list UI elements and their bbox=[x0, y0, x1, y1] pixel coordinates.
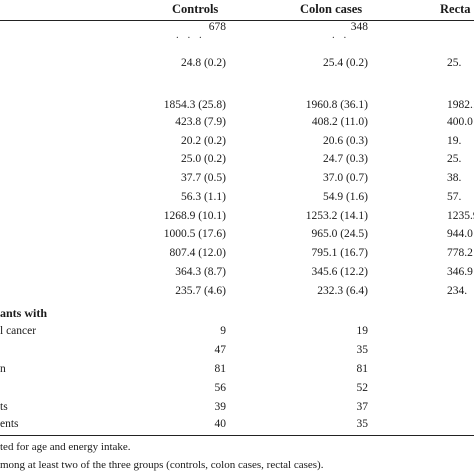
table-row: 1854.3 (25.8) 1960.8 (36.1) 1982.1 bbox=[0, 99, 474, 114]
cell-controls: 56.3 (1.1) bbox=[180, 191, 226, 203]
cell-controls: 807.4 (12.0) bbox=[169, 247, 226, 259]
cell-colon: 37 bbox=[356, 401, 369, 413]
table-row: 678 348 bbox=[0, 21, 474, 36]
cell-colon: 965.0 (24.5) bbox=[311, 228, 368, 240]
cell-colon: 37.0 (0.7) bbox=[322, 172, 368, 184]
cell-controls: 37.7 (0.5) bbox=[180, 172, 226, 184]
cell-colon: 795.1 (16.7) bbox=[311, 247, 368, 259]
cell-colon: 1960.8 (36.1) bbox=[305, 99, 368, 111]
cell-controls: 47 bbox=[214, 344, 227, 356]
cell-colon: 20.6 (0.3) bbox=[322, 135, 368, 147]
cell-rectal: 234. bbox=[447, 285, 468, 297]
cell-colon: 35 bbox=[356, 344, 369, 356]
cell-rectal: 400.0 bbox=[447, 116, 473, 128]
cell-colon: 25.4 (0.2) bbox=[322, 57, 368, 69]
row-label: ents bbox=[0, 418, 19, 430]
cell-rectal: 19. bbox=[447, 135, 462, 147]
cell-colon: 52 bbox=[356, 382, 369, 394]
cell-rectal: 25. bbox=[447, 57, 462, 69]
table-row: 24.8 (0.2) 25.4 (0.2) 25. bbox=[0, 57, 474, 72]
table-row: 1268.9 (10.1) 1253.2 (14.1) 1235.9 bbox=[0, 210, 474, 225]
table-row: 56 52 bbox=[0, 382, 474, 397]
table-row: 25.0 (0.2) 24.7 (0.3) 25. bbox=[0, 153, 474, 168]
cell-colon: 348 bbox=[350, 21, 368, 33]
table-bottom-rule bbox=[0, 435, 474, 436]
footnote: ted for age and energy intake. bbox=[0, 441, 131, 453]
section-heading-row: ants with bbox=[0, 306, 474, 321]
cell-controls: 1854.3 (25.8) bbox=[163, 99, 226, 111]
cell-rectal: 38. bbox=[447, 172, 462, 184]
table-row: 423.8 (7.9) 408.2 (11.0) 400.0 bbox=[0, 116, 474, 131]
cell-controls: 81 bbox=[214, 363, 227, 375]
row-label: l cancer bbox=[0, 325, 37, 337]
cell-colon: 345.6 (12.2) bbox=[311, 266, 368, 278]
cell-colon: 1253.2 (14.1) bbox=[305, 210, 368, 222]
header-rectal-cases: Recta bbox=[440, 2, 471, 16]
cell-controls: 39 bbox=[214, 401, 227, 413]
cell-rectal: 778.2 bbox=[447, 247, 473, 259]
dot-leader: . . . bbox=[176, 29, 205, 41]
table-row: 235.7 (4.6) 232.3 (6.4) 234. bbox=[0, 285, 474, 300]
cell-colon: 35 bbox=[356, 418, 369, 430]
table-row: 1000.5 (17.6) 965.0 (24.5) 944.0 bbox=[0, 228, 474, 243]
cell-controls: 364.3 (8.7) bbox=[175, 266, 226, 278]
cell-controls: 25.0 (0.2) bbox=[180, 153, 226, 165]
table-row: l cancer 9 19 bbox=[0, 325, 474, 340]
cell-colon: 24.7 (0.3) bbox=[322, 153, 368, 165]
table-row: 20.2 (0.2) 20.6 (0.3) 19. bbox=[0, 135, 474, 150]
section-heading: ants with bbox=[0, 306, 48, 320]
table-header: Controls Colon cases Recta bbox=[0, 0, 474, 21]
table-row: 364.3 (8.7) 345.6 (12.2) 346.9 bbox=[0, 266, 474, 281]
cell-rectal: 346.9 bbox=[447, 266, 473, 278]
cell-colon: 232.3 (6.4) bbox=[317, 285, 368, 297]
table-row: ents 40 35 bbox=[0, 418, 474, 433]
cell-rectal: 57. bbox=[447, 191, 462, 203]
cell-colon: 408.2 (11.0) bbox=[311, 116, 368, 128]
cell-rectal: 1235.9 bbox=[447, 210, 474, 222]
cell-colon: 19 bbox=[356, 325, 369, 337]
cell-controls: 40 bbox=[214, 418, 227, 430]
header-controls: Controls bbox=[172, 2, 219, 16]
cell-controls: 235.7 (4.6) bbox=[175, 285, 226, 297]
cell-controls: 1000.5 (17.6) bbox=[163, 228, 226, 240]
cell-controls: 423.8 (7.9) bbox=[175, 116, 226, 128]
table-row: n 81 81 bbox=[0, 363, 474, 378]
cell-controls: 24.8 (0.2) bbox=[180, 57, 226, 69]
cell-controls: 9 bbox=[220, 325, 226, 337]
table-row: 47 35 bbox=[0, 344, 474, 359]
table-row: 37.7 (0.5) 37.0 (0.7) 38. bbox=[0, 172, 474, 187]
table-row: 56.3 (1.1) 54.9 (1.6) 57. bbox=[0, 191, 474, 206]
cell-colon: 81 bbox=[356, 363, 369, 375]
cell-rectal: 1982.1 bbox=[447, 99, 474, 111]
table-row: ts 39 37 bbox=[0, 401, 474, 416]
dot-leader: . . bbox=[332, 29, 350, 41]
cell-controls: 20.2 (0.2) bbox=[180, 135, 226, 147]
cell-rectal: 25. bbox=[447, 153, 462, 165]
table-row: 807.4 (12.0) 795.1 (16.7) 778.2 bbox=[0, 247, 474, 262]
cell-controls: 1268.9 (10.1) bbox=[163, 210, 226, 222]
row-label: n bbox=[0, 363, 6, 375]
header-colon-cases: Colon cases bbox=[300, 2, 363, 16]
cell-controls: 56 bbox=[214, 382, 227, 394]
cell-colon: 54.9 (1.6) bbox=[322, 191, 368, 203]
row-label: ts bbox=[0, 401, 8, 413]
cell-controls: 678 bbox=[208, 21, 226, 33]
footnote: mong at least two of the three groups (c… bbox=[0, 459, 324, 471]
cell-rectal: 944.0 bbox=[447, 228, 473, 240]
